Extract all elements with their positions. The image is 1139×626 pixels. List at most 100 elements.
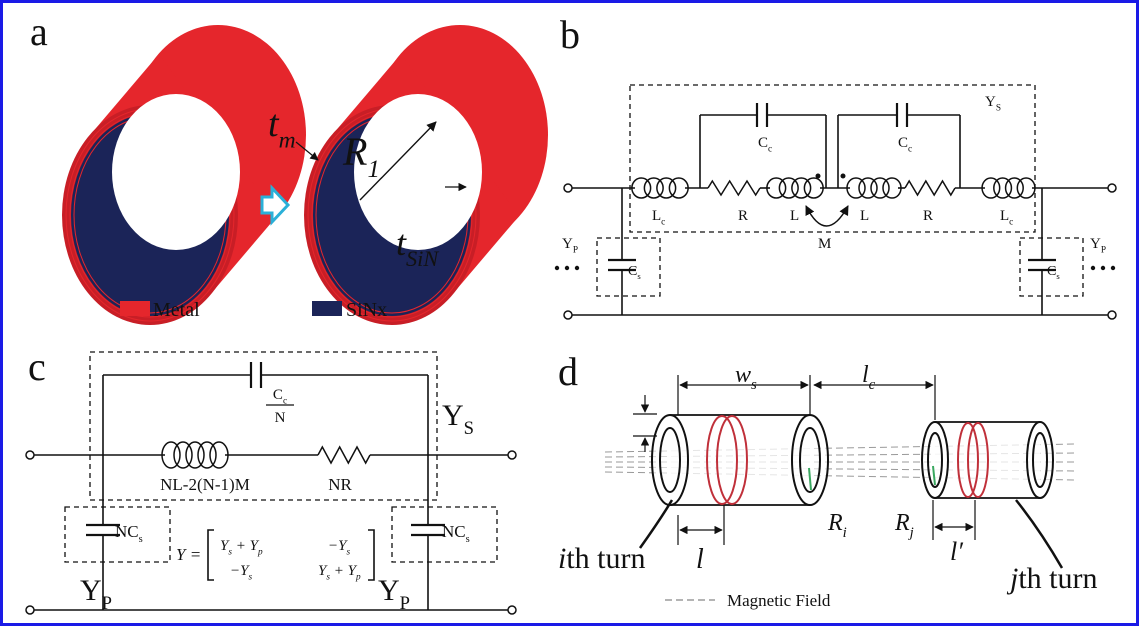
ellipsis-dot (575, 266, 579, 270)
text-part: R (827, 510, 843, 536)
text-part: L (790, 208, 799, 224)
label: L (790, 208, 799, 224)
label: l′ (950, 537, 963, 566)
ellipsis-dot (565, 266, 569, 270)
terminal (1108, 184, 1116, 192)
panel-label: b (560, 12, 580, 57)
text-part: Y (378, 574, 400, 607)
label: M (818, 236, 831, 252)
subscript: c (1009, 218, 1013, 228)
text-part: l′ (950, 537, 963, 566)
text-part: M (818, 236, 831, 252)
subscript: s (139, 534, 143, 545)
subscript: S (464, 418, 474, 439)
text-part: L (652, 208, 661, 224)
text-part: −Y (328, 538, 348, 554)
text-part: Y (562, 236, 573, 252)
cylinder-body (670, 415, 810, 505)
text-part: C (628, 264, 637, 279)
text-part: NR (328, 475, 352, 494)
label: NL-2(N-1)M (160, 475, 250, 494)
label: ith turn (558, 542, 646, 575)
terminal (1108, 311, 1116, 319)
label: R (923, 208, 933, 224)
text-part: th turn (1018, 562, 1097, 595)
subscript: SiN (406, 246, 439, 271)
text-part: l (696, 544, 704, 575)
text-part: a (30, 9, 48, 54)
subscript: P (102, 593, 112, 614)
text-part: Y = (176, 545, 201, 564)
text-part: i (558, 542, 566, 575)
text-part: N (275, 410, 286, 426)
terminal (564, 184, 572, 192)
text-part: NL-2(N-1)M (160, 475, 250, 494)
subscript: p (257, 548, 263, 558)
ellipsis-dot (1101, 266, 1105, 270)
ellipsis-dot (555, 266, 559, 270)
text-part: c (28, 344, 46, 389)
subscript: c (869, 377, 876, 393)
text-part: b (560, 12, 580, 57)
text-part: C (898, 135, 908, 151)
subscript: s (248, 573, 252, 583)
label: Magnetic Field (727, 591, 831, 610)
text-part: Y (1090, 236, 1101, 252)
subscript: c (768, 145, 772, 155)
label: l (696, 544, 704, 575)
text-part: R (342, 129, 367, 174)
text-part: C (273, 387, 283, 403)
text-part: d (558, 349, 578, 394)
ellipsis-dot (1111, 266, 1115, 270)
terminal (564, 311, 572, 319)
subscript: P (573, 246, 578, 256)
text-part: NC (115, 522, 139, 541)
subscript: s (346, 548, 350, 558)
label: Y = (176, 545, 201, 564)
text-part: R (894, 510, 910, 536)
tube-opening (112, 94, 240, 250)
terminal (26, 451, 34, 459)
panel-label: a (30, 9, 48, 54)
legend-label: SiNx (346, 299, 387, 321)
panel-label: c (28, 344, 46, 389)
label: R (738, 208, 748, 224)
terminal (508, 451, 516, 459)
text-part: Y (80, 574, 102, 607)
ellipsis-dot (1091, 266, 1095, 270)
subscript: m (279, 127, 296, 153)
subscript: c (908, 145, 912, 155)
subscript: c (661, 218, 665, 228)
text-part: C (758, 135, 768, 151)
subscript: s (751, 377, 757, 393)
text-part: R (923, 208, 933, 224)
subscript: s (466, 534, 470, 545)
text-part: SiNx (346, 299, 387, 321)
text-part: R (738, 208, 748, 224)
text-part: + (330, 563, 348, 579)
legend-swatch (312, 301, 342, 316)
text-part: Y (985, 94, 996, 110)
label: NR (328, 475, 352, 494)
text-part: L (1000, 208, 1009, 224)
text-part: Metal (153, 299, 200, 321)
subscript: P (400, 593, 410, 614)
label: jth turn (1006, 562, 1098, 595)
text-part: −Y (230, 563, 250, 579)
subscript: P (1101, 246, 1106, 256)
panel-label: d (558, 349, 578, 394)
text-part: Y (442, 399, 464, 432)
subscript: i (843, 525, 847, 541)
figure: abcdtmR1tSiNMetalSiNxYSCcCcLcRLLRLcMYPYP… (0, 0, 1139, 626)
text-part: Magnetic Field (727, 591, 831, 610)
dot (816, 174, 821, 179)
terminal (26, 606, 34, 614)
label: L (860, 208, 869, 224)
subscript: S (996, 104, 1001, 114)
terminal (508, 606, 516, 614)
text-part: NC (442, 522, 466, 541)
legend-label: Metal (153, 299, 200, 321)
subscript: 1 (367, 156, 379, 183)
text-part: L (860, 208, 869, 224)
label: N (275, 410, 286, 426)
